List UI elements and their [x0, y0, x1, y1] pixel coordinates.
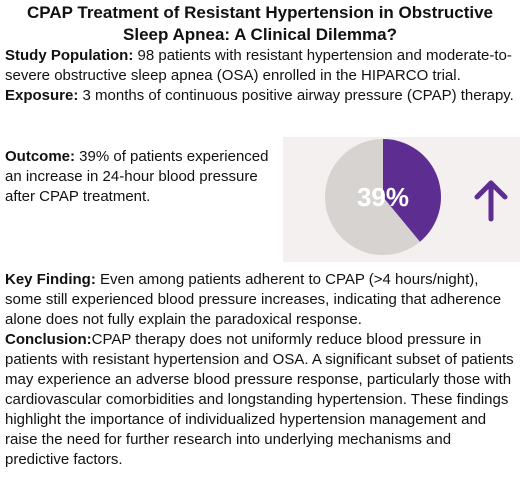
exposure: Exposure: 3 months of continuous positiv…: [5, 86, 515, 106]
title-line-2: Sleep Apnea: A Clinical Dilemma?: [123, 25, 397, 44]
pie-chart-panel: 39%: [283, 137, 520, 262]
study-summary: Study Population: 98 patients with resis…: [5, 46, 515, 106]
exposure-text: 3 months of continuous positive airway p…: [78, 87, 514, 104]
study-population: Study Population: 98 patients with resis…: [5, 46, 515, 86]
pie-slice-highlight: [383, 139, 441, 242]
pie-percent-label: 39%: [357, 182, 409, 212]
study-population-label: Study Population:: [5, 47, 134, 64]
exposure-label: Exposure:: [5, 87, 79, 104]
conclusion: Conclusion:CPAP therapy does not uniform…: [5, 330, 515, 470]
outcome-text: 39% of patients experienced an increase …: [5, 148, 269, 205]
key-finding-text: Even among patients adherent to CPAP (>4…: [5, 271, 502, 328]
page-title: CPAP Treatment of Resistant Hypertension…: [0, 2, 520, 46]
key-finding-label: Key Finding:: [5, 271, 96, 288]
conclusion-text: CPAP therapy does not uniformly reduce b…: [5, 331, 514, 468]
outcome: Outcome: 39% of patients experienced an …: [5, 147, 280, 207]
key-finding: Key Finding: Even among patients adheren…: [5, 270, 515, 330]
outcome-label: Outcome:: [5, 148, 76, 165]
pie-chart: 39%: [325, 139, 508, 255]
conclusion-label: Conclusion:: [5, 331, 92, 348]
findings: Key Finding: Even among patients adheren…: [5, 270, 515, 470]
title-line-1: CPAP Treatment of Resistant Hypertension…: [26, 3, 494, 22]
study-population-text: 98 patients with resistant hypertension …: [5, 47, 512, 84]
up-arrow-icon: [474, 180, 508, 222]
pie-slice-rest: [325, 139, 420, 255]
